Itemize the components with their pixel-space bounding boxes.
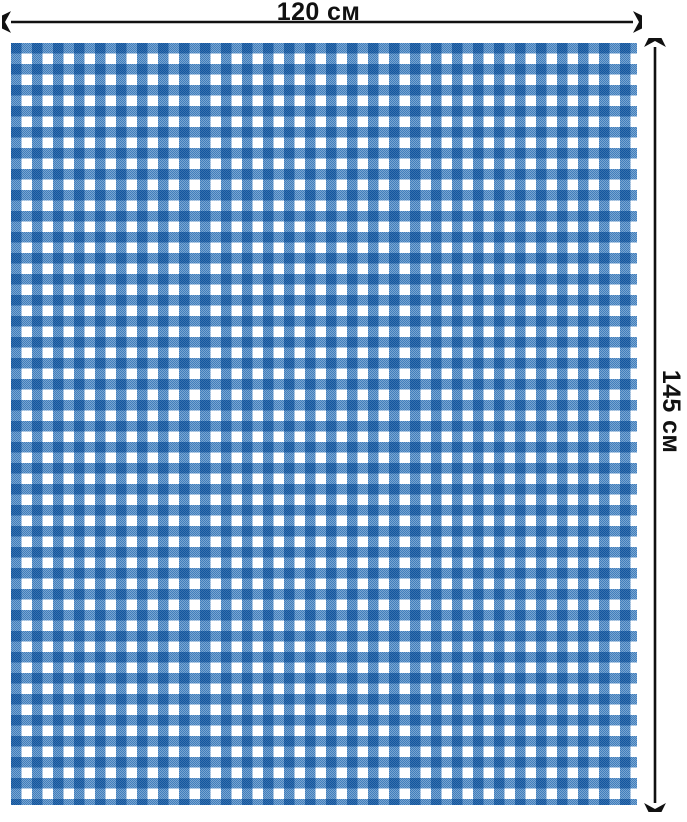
height-dimension-label: 145 см xyxy=(655,0,687,822)
height-dimension-label-text: 145 см xyxy=(657,369,686,453)
height-dimension-arrow-icon xyxy=(644,38,666,812)
width-dimension-arrow-icon xyxy=(2,11,642,33)
width-dimension-label: 120 см xyxy=(276,0,361,26)
gingham-fabric-swatch xyxy=(11,43,637,805)
